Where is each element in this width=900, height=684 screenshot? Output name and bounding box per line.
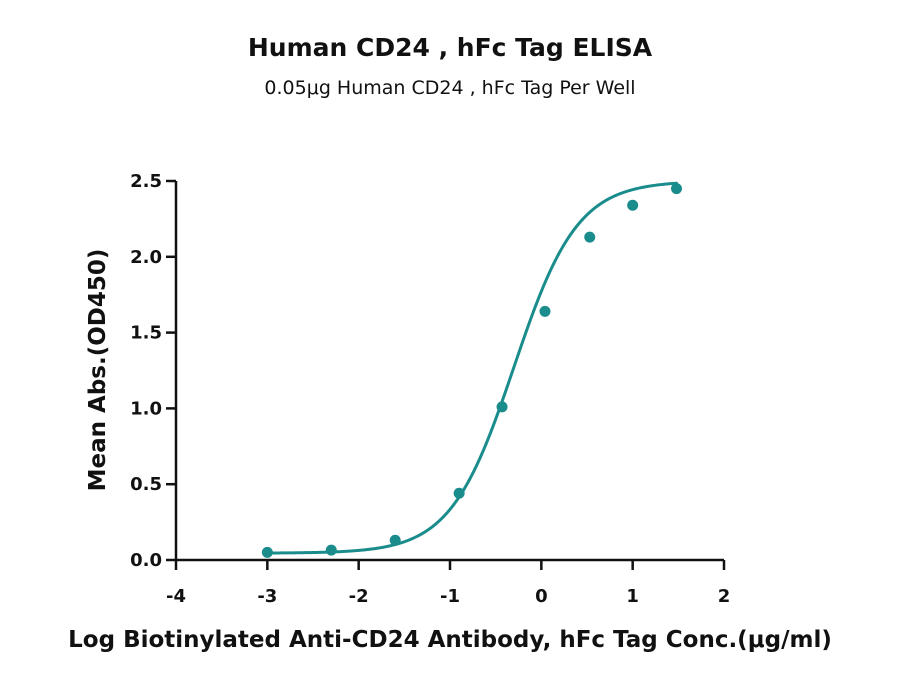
x-tick-label: 0 — [535, 586, 548, 607]
y-tick-label: 0.5 — [130, 474, 162, 495]
data-point — [496, 401, 508, 413]
y-tick-label: 1.5 — [130, 323, 162, 344]
x-tick-label: 2 — [718, 586, 731, 607]
y-tick-label: 2.0 — [130, 247, 162, 268]
data-point — [389, 534, 401, 546]
x-tick-label: -2 — [349, 586, 369, 607]
x-ticks: -4 -3 -2 -1 0 1 2 — [166, 560, 730, 607]
data-point — [325, 544, 337, 556]
data-point — [261, 546, 273, 558]
x-tick-label: 1 — [626, 586, 639, 607]
y-ticks: 0.0 0.5 1.0 1.5 2.0 2.5 — [130, 171, 176, 571]
data-point — [627, 199, 639, 211]
x-tick-label: -3 — [257, 586, 277, 607]
x-tick-label: -4 — [166, 586, 186, 607]
data-point — [539, 305, 551, 317]
axes — [174, 181, 724, 562]
y-axis-label: Mean Abs.(OD450) — [85, 249, 111, 492]
x-axis-label: Log Biotinylated Anti-CD24 Antibody, hFc… — [68, 627, 832, 653]
data-point — [584, 231, 596, 243]
chart-title: Human CD24 , hFc Tag ELISA — [248, 33, 653, 62]
data-point — [671, 183, 683, 195]
chart-subtitle: 0.05μg Human CD24 , hFc Tag Per Well — [264, 77, 635, 99]
y-tick-label: 2.5 — [130, 171, 162, 192]
data-points — [261, 183, 683, 558]
x-tick-label: -1 — [440, 586, 460, 607]
y-tick-label: 1.0 — [130, 398, 162, 419]
y-tick-label: 0.0 — [130, 550, 162, 571]
data-point — [453, 487, 465, 499]
fit-curve — [265, 181, 679, 555]
